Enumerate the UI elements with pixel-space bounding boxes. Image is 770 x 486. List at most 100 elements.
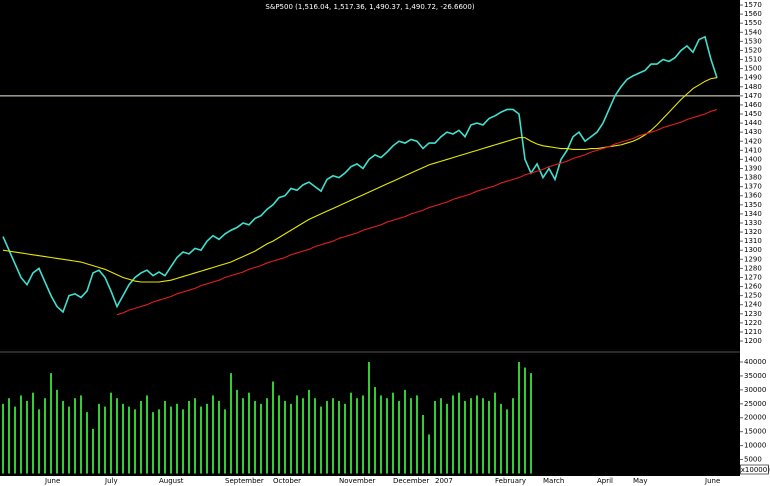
volume-bar	[218, 401, 220, 474]
x-tick-label: February	[495, 477, 526, 485]
volume-bar	[356, 398, 358, 474]
y-tick-label: 1540	[744, 28, 762, 36]
volume-bar	[236, 389, 238, 474]
volume-bar	[56, 389, 58, 474]
volume-bar	[470, 398, 472, 474]
series-line	[2, 35, 718, 314]
volume-bar	[50, 373, 52, 474]
volume-bar	[368, 361, 370, 474]
y-tick-label: 1250	[744, 292, 762, 300]
volume-bar	[392, 392, 394, 474]
y-axis-label: (x10000)	[738, 466, 770, 474]
volume-bar	[230, 373, 232, 474]
volume-bar	[158, 409, 160, 474]
x-tick-label: 2007	[435, 477, 453, 485]
volume-bar	[530, 373, 532, 474]
volume-bar	[434, 401, 436, 474]
volume-bar	[308, 389, 310, 474]
y-tick-label: 1330	[744, 219, 762, 227]
volume-bar	[290, 403, 292, 474]
volume-bar	[104, 406, 106, 474]
y-tick-label: 1290	[744, 255, 762, 263]
y-label-box	[740, 464, 769, 475]
volume-bar	[494, 392, 496, 474]
x-tick-label: June	[704, 477, 720, 485]
y-tick-label: 1390	[744, 164, 762, 172]
y-tick-label: 10000	[744, 442, 766, 450]
volume-bar	[44, 398, 46, 474]
x-tick-label: July	[104, 477, 118, 485]
volume-bar	[188, 401, 190, 474]
volume-bar	[314, 398, 316, 474]
volume-bar	[524, 367, 526, 474]
volume-bar	[458, 392, 460, 474]
volume-bar	[134, 409, 136, 474]
x-tick-label: April	[597, 477, 613, 485]
volume-bar	[464, 401, 466, 474]
volume-bar	[32, 392, 34, 474]
volume-bar	[380, 395, 382, 474]
volume-bar	[176, 403, 178, 474]
x-tick-label: May	[633, 477, 647, 485]
volume-bar	[116, 398, 118, 474]
volume-bar	[398, 401, 400, 474]
volume-bar	[2, 403, 4, 474]
volume-bar	[422, 414, 424, 474]
y-tick-label: 1360	[744, 192, 762, 200]
volume-bar	[416, 395, 418, 474]
volume-bar	[152, 412, 154, 474]
x-tick-label: September	[225, 477, 264, 485]
volume-bar	[320, 406, 322, 474]
volume-bar	[200, 406, 202, 474]
y-tick-label: 1490	[744, 74, 762, 82]
y-tick-label: 15000	[744, 428, 766, 436]
y-tick-label: 1240	[744, 301, 762, 309]
volume-bar	[272, 381, 274, 474]
volume-bar	[74, 398, 76, 474]
y-tick-label: 1380	[744, 174, 762, 182]
volume-bar	[428, 434, 430, 474]
volume-bar	[110, 392, 112, 474]
y-tick-label: 1210	[744, 328, 762, 336]
x-tick-label: March	[543, 477, 564, 485]
y-tick-label: 1500	[744, 65, 762, 73]
volume-bar	[344, 403, 346, 474]
volume-bar	[206, 403, 208, 474]
volume-bar	[362, 395, 364, 474]
y-tick-label: 40000	[744, 358, 766, 366]
volume-bar	[254, 401, 256, 474]
y-tick-label: 1510	[744, 56, 762, 64]
volume-bar	[8, 398, 10, 474]
volume-bar	[14, 406, 16, 474]
volume-bar	[98, 403, 100, 474]
volume-bar	[26, 401, 28, 474]
volume-bar	[92, 428, 94, 474]
volume-bar	[374, 387, 376, 474]
volume-bar	[194, 398, 196, 474]
y-tick-label: 1200	[744, 337, 762, 345]
volume-bar	[170, 406, 172, 474]
volume-bar	[446, 403, 448, 474]
volume-bar	[140, 401, 142, 474]
volume-bar	[224, 409, 226, 474]
volume-bar	[332, 398, 334, 474]
volume-bar	[488, 401, 490, 474]
y-tick-label: 1550	[744, 19, 762, 27]
y-tick-label: 35000	[744, 372, 766, 380]
volume-bar	[128, 406, 130, 474]
y-tick-label: 1270	[744, 273, 762, 281]
volume-bar	[500, 403, 502, 474]
y-tick-label: 1530	[744, 37, 762, 45]
y-tick-label: 1310	[744, 237, 762, 245]
y-tick-label: 1230	[744, 310, 762, 318]
volume-bar	[212, 395, 214, 474]
x-tick-label: June	[44, 477, 60, 485]
volume-bar	[350, 392, 352, 474]
y-tick-label: 30000	[744, 386, 766, 394]
volume-bar	[284, 401, 286, 474]
volume-bar	[20, 395, 22, 474]
y-tick-label: 1440	[744, 119, 762, 127]
x-tick-label: October	[273, 477, 301, 485]
